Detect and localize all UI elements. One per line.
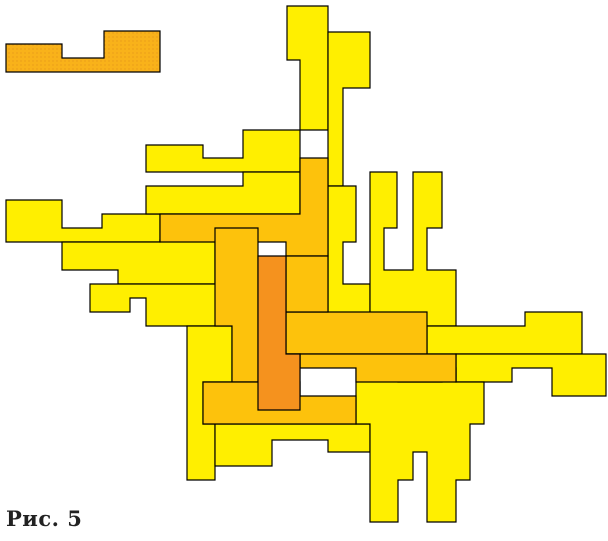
- sample-piece: [5, 30, 161, 73]
- piece-top-spike: [286, 5, 329, 131]
- piece-bottom-center: [214, 423, 371, 467]
- piece-upper-left-arm: [145, 129, 301, 173]
- piece-left-wing: [5, 199, 161, 243]
- piece-core: [257, 255, 301, 411]
- piece-upper-center: [145, 171, 301, 215]
- piece-mid-column: [327, 185, 371, 327]
- piece-left-low-arm: [61, 239, 216, 285]
- figure-caption: Рис. 5: [6, 506, 83, 531]
- piece-bottom-right-legs: [355, 367, 485, 523]
- piece-top-right-column: [327, 31, 371, 187]
- piece-inner-right-lower: [299, 353, 457, 383]
- piece-inner-right: [271, 311, 428, 355]
